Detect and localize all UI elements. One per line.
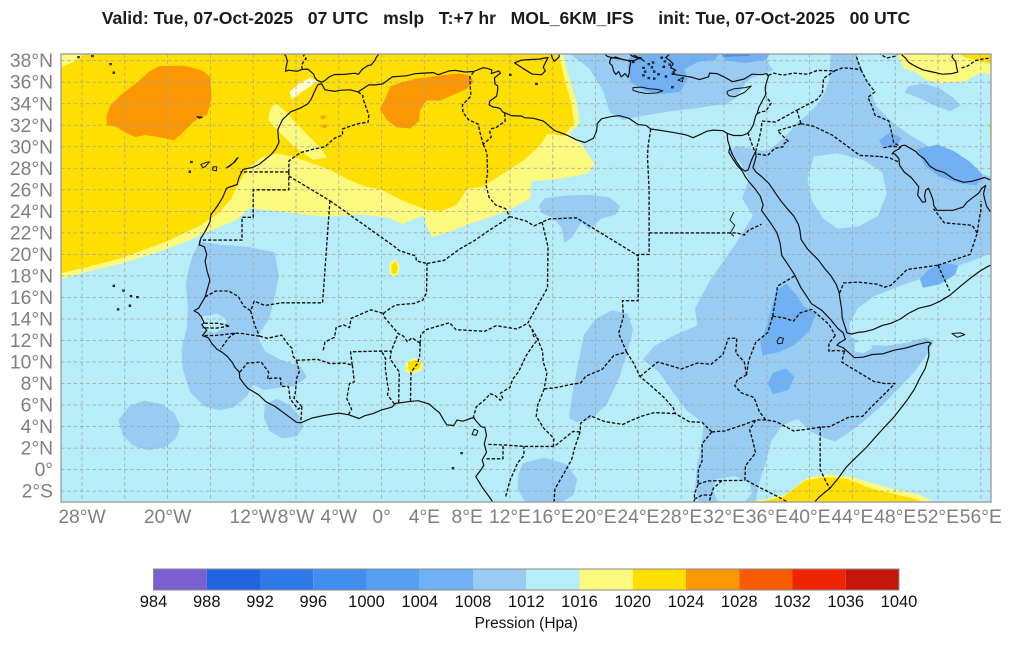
svg-text:48°E: 48°E [874,507,916,528]
svg-text:1004: 1004 [401,593,438,611]
svg-text:12°E: 12°E [489,507,531,528]
svg-text:20°W: 20°W [144,507,192,528]
svg-text:8°W: 8°W [278,507,315,528]
svg-text:Valid: Tue, 07-Oct-2025 07 U: Valid: Tue, 07-Oct-2025 07 UTC mslp T:+7… [102,8,911,28]
svg-text:26°N: 26°N [10,180,53,201]
svg-text:984: 984 [140,593,168,611]
svg-text:24°E: 24°E [617,507,659,528]
svg-text:18°N: 18°N [10,266,53,287]
svg-text:4°E: 4°E [409,507,440,528]
svg-text:8°N: 8°N [21,374,53,395]
svg-text:36°N: 36°N [10,73,53,94]
svg-text:28°W: 28°W [58,507,106,528]
svg-text:28°N: 28°N [10,159,53,180]
svg-text:6°N: 6°N [21,396,53,417]
svg-text:20°N: 20°N [10,245,53,266]
svg-text:34°N: 34°N [10,94,53,115]
svg-text:36°E: 36°E [746,507,788,528]
svg-text:24°N: 24°N [10,202,53,223]
svg-text:Pression (Hpa): Pression (Hpa) [475,615,578,632]
svg-text:992: 992 [246,593,274,611]
svg-text:52°E: 52°E [917,507,959,528]
svg-text:38°N: 38°N [10,51,53,72]
svg-text:12°N: 12°N [10,331,53,352]
svg-text:1008: 1008 [455,593,492,611]
svg-text:1028: 1028 [721,593,758,611]
svg-text:20°E: 20°E [575,507,617,528]
svg-text:1024: 1024 [668,593,705,611]
svg-text:30°N: 30°N [10,137,53,158]
svg-text:40°E: 40°E [789,507,831,528]
svg-text:32°E: 32°E [703,507,745,528]
svg-text:32°N: 32°N [10,116,53,137]
svg-text:10°N: 10°N [10,353,53,374]
svg-text:1040: 1040 [881,593,918,611]
svg-text:14°N: 14°N [10,310,53,331]
svg-text:1020: 1020 [614,593,651,611]
svg-text:4°W: 4°W [320,507,357,528]
svg-text:16°N: 16°N [10,288,53,309]
svg-text:0°: 0° [372,507,390,528]
svg-text:1016: 1016 [561,593,598,611]
svg-text:8°E: 8°E [452,507,483,528]
svg-text:0°: 0° [35,460,53,481]
svg-text:16°E: 16°E [532,507,574,528]
svg-text:28°E: 28°E [660,507,702,528]
svg-text:44°E: 44°E [831,507,873,528]
svg-text:4°N: 4°N [21,417,53,438]
svg-text:1036: 1036 [827,593,864,611]
svg-text:996: 996 [299,593,327,611]
svg-text:1032: 1032 [774,593,811,611]
svg-text:56°E: 56°E [960,507,1002,528]
svg-text:22°N: 22°N [10,223,53,244]
svg-text:12°W: 12°W [230,507,278,528]
svg-text:2°S: 2°S [22,482,53,503]
svg-text:2°N: 2°N [21,439,53,460]
svg-text:1000: 1000 [348,593,385,611]
svg-text:1012: 1012 [508,593,545,611]
svg-text:988: 988 [193,593,221,611]
